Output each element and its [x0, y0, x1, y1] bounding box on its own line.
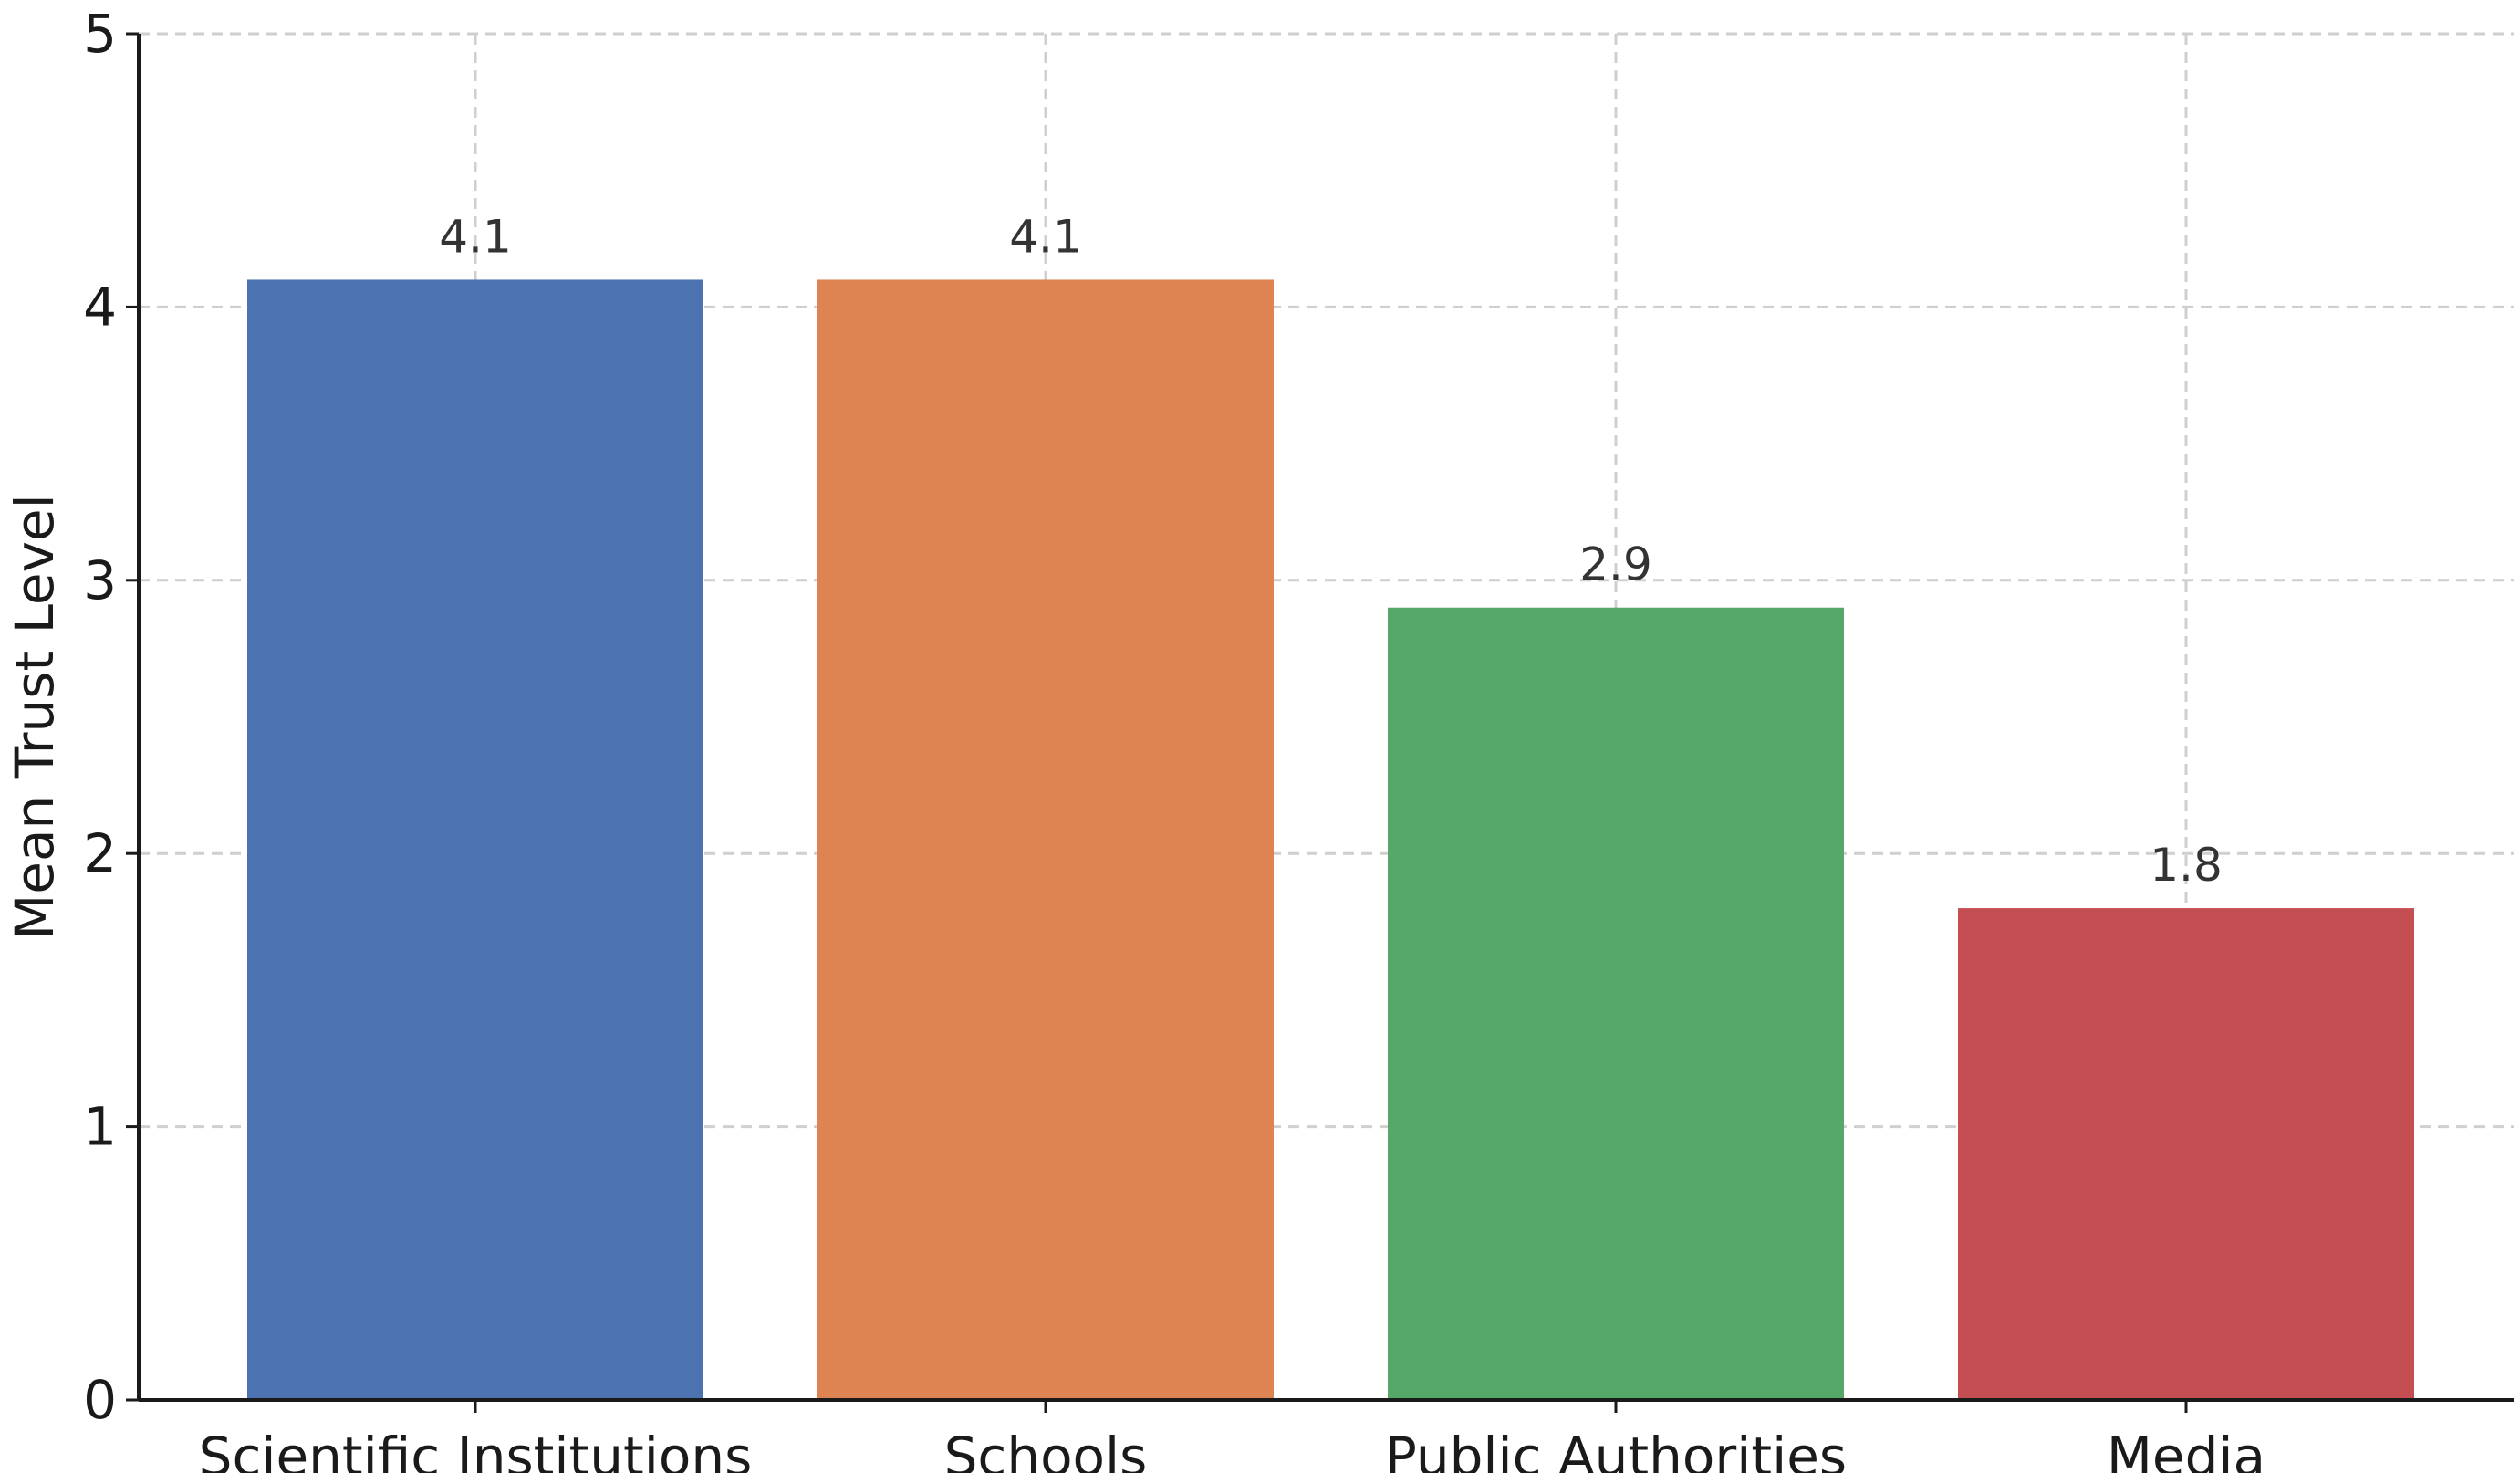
label-layer: 0 1 2 3 4 5 4.1 Scientific Institutions 4.1 Schoo…	[83, 3, 2265, 1473]
x-tick-label: Schools	[944, 1426, 1148, 1473]
y-tick-label: 0	[83, 1369, 117, 1431]
x-tick-label: Scientific Institutions	[199, 1426, 753, 1473]
bar	[1388, 607, 1844, 1400]
bar	[247, 279, 703, 1401]
axis-layer	[126, 32, 2514, 1413]
bar-value-label: 2.9	[1579, 538, 1652, 591]
bar-value-label: 4.1	[439, 210, 512, 263]
bar-value-label: 1.8	[2150, 839, 2223, 892]
bar	[817, 279, 1274, 1401]
x-tick-label: Media	[2107, 1426, 2265, 1473]
bar-layer	[247, 279, 2414, 1401]
y-tick-label: 1	[83, 1096, 117, 1158]
bar	[1958, 908, 2414, 1400]
x-tick-label: Public Authorities	[1385, 1426, 1847, 1473]
y-tick-label: 4	[83, 276, 117, 338]
y-tick-label: 2	[83, 822, 117, 884]
bar-value-label: 4.1	[1009, 210, 1082, 263]
y-tick-label: 3	[83, 549, 117, 611]
y-tick-label: 5	[83, 3, 117, 65]
y-axis-label: Mean Trust Level	[4, 494, 66, 939]
